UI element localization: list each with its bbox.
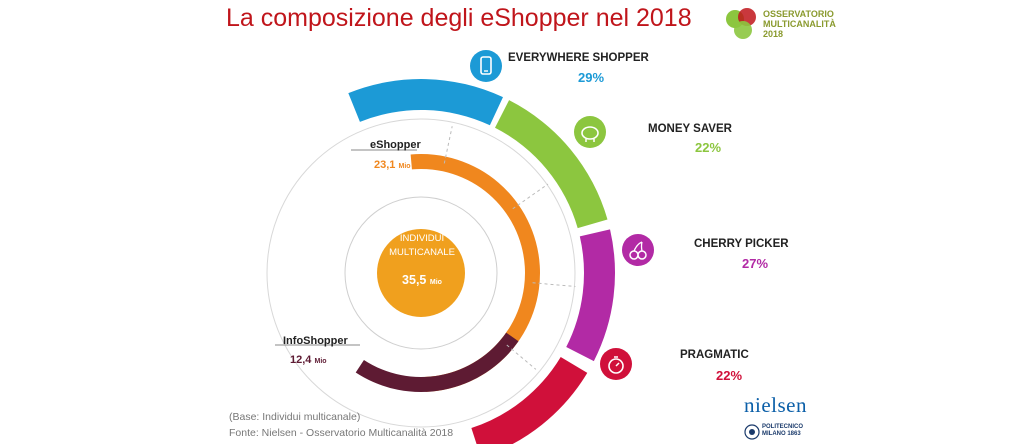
logo-line2: MULTICANALITÀ [763, 19, 836, 29]
segment-arc-pragmatic [471, 356, 588, 444]
connector-1 [512, 183, 549, 210]
segment-name-cherry-picker: CHERRY PICKER [694, 238, 789, 250]
center-label-line1: INDIVIDUI [399, 233, 445, 244]
segment-name-everywhere: EVERYWHERE SHOPPER [508, 52, 649, 64]
note-source: Fonte: Nielsen - Osservatorio Multicanal… [229, 427, 454, 439]
thin-ring-inner [344, 196, 498, 350]
polimi-line1: POLITECNICO [762, 424, 804, 430]
polimi-text: POLITECNICO MILANO 1863 [762, 424, 803, 438]
infoshopper-ring [355, 332, 519, 392]
segment-arc-cherry-picker [566, 229, 615, 362]
logo-line3: 2018 [763, 29, 784, 39]
logo-circles-icon [726, 8, 756, 39]
piggy-bank-icon [574, 116, 606, 148]
segment-pct-pragmatic: 22% [716, 368, 743, 383]
segment-pct-everywhere: 29% [578, 70, 605, 85]
osservatorio-logo: OSSERVATORIO MULTICANALITÀ 2018 [725, 5, 836, 45]
eshopper-value-number: 23,1 [374, 159, 396, 171]
center-value: 35,5 Mio [382, 273, 462, 287]
polimi-logo: POLITECNICO MILANO 1863 [744, 422, 803, 442]
center-label-line2: MULTICANALE [389, 247, 455, 258]
stopwatch-icon [600, 348, 632, 380]
logo-line1: OSSERVATORIO [763, 9, 834, 19]
segment-name-money-saver: MONEY SAVER [648, 123, 732, 135]
center-value-unit: Mio [429, 279, 442, 286]
infoshopper-value-number: 12,4 [290, 354, 312, 366]
segment-pct-money-saver: 22% [695, 140, 722, 155]
smartphone-icon [470, 50, 502, 82]
infoshopper-value-unit: Mio [314, 358, 327, 365]
segment-arc-everywhere-shopper [348, 79, 503, 126]
connector-2 [532, 282, 576, 288]
segment-name-pragmatic: PRAGMATIC [680, 349, 749, 361]
note-base: (Base: Individui multicanale) [229, 411, 361, 423]
nielsen-logo: nielsen [744, 393, 807, 417]
connector-3 [506, 344, 537, 370]
polimi-line2: MILANO 1863 [762, 431, 801, 437]
center-value-number: 35,5 [402, 273, 427, 287]
infoshopper-value: 12,4 Mio [290, 354, 327, 366]
eshopper-value-unit: Mio [398, 163, 411, 170]
center-label: INDIVIDUI MULTICANALE [382, 232, 462, 260]
infoshopper-label: InfoShopper [283, 335, 348, 347]
polimi-seal-icon [744, 424, 760, 440]
center-circle [377, 229, 465, 317]
eshopper-value: 23,1 Mio [374, 159, 411, 171]
segment-pct-cherry-picker: 27% [742, 256, 769, 271]
cherry-icon [622, 234, 654, 266]
eshopper-label: eShopper [370, 139, 421, 151]
eshopper-ring [410, 154, 540, 392]
slide-title: La composizione degli eShopper nel 2018 [226, 4, 692, 32]
segment-arc-money-saver [495, 100, 608, 229]
thin-ring-outer [266, 118, 576, 428]
connector-0 [443, 126, 453, 164]
